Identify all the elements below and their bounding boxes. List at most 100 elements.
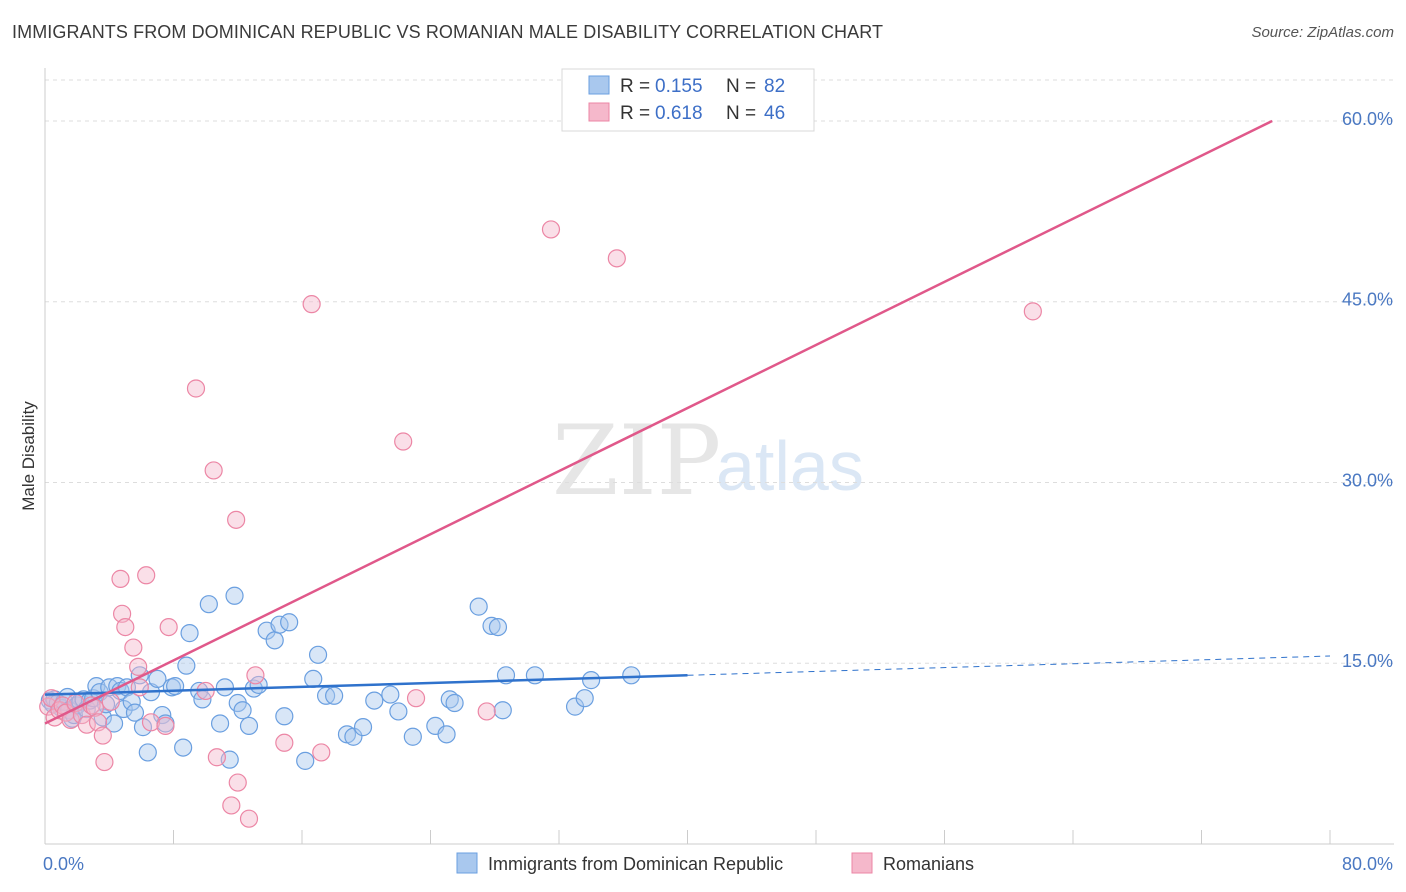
point-dominican: [125, 703, 145, 722]
trend-line-dominican-extension: [687, 655, 1331, 676]
legend-swatch-pink: [588, 102, 610, 122]
point-romanian: [93, 726, 112, 745]
legend-swatch-blue: [588, 75, 610, 95]
point-dominican: [344, 727, 363, 746]
point-romanian: [204, 461, 223, 480]
point-romanian: [111, 569, 130, 588]
point-dominican: [104, 714, 124, 733]
point-romanian: [159, 617, 178, 637]
legend-n-value-2: 46: [764, 103, 785, 124]
point-dominican: [622, 666, 641, 685]
point-dominican: [353, 718, 373, 737]
point-romanian: [246, 666, 265, 685]
watermark-atlas: atlas: [716, 427, 864, 505]
point-romanian: [186, 379, 206, 398]
x-tick-label: 80.0%: [1342, 854, 1393, 874]
point-romanian: [124, 638, 143, 657]
point-romanian: [77, 715, 96, 734]
legend-r-value-1: 0.155: [655, 76, 703, 97]
chart-title: IMMIGRANTS FROM DOMINICAN REPUBLIC VS RO…: [12, 22, 884, 42]
x-tick-labels: 0.0% 80.0%: [43, 854, 1393, 874]
point-romanian: [101, 692, 120, 711]
y-axis-label: Male Disability: [19, 401, 38, 511]
point-romanian: [275, 733, 294, 752]
point-dominican: [174, 738, 193, 757]
point-romanian: [141, 713, 161, 732]
point-dominican: [493, 701, 512, 720]
point-dominican: [469, 597, 488, 616]
bottom-legend-label-1: Immigrants from Dominican Republic: [488, 854, 783, 874]
point-dominican: [437, 725, 456, 744]
bottom-legend-swatch-pink: [851, 852, 873, 874]
point-romanian: [95, 752, 114, 772]
point-romanian: [137, 566, 156, 585]
point-dominican: [445, 693, 464, 713]
point-romanian: [129, 657, 148, 676]
point-romanian: [130, 678, 149, 697]
point-dominican: [575, 689, 594, 708]
point-romanian: [207, 748, 226, 767]
point-romanian: [312, 743, 331, 762]
y-tick-labels: 15.0% 30.0% 45.0% 60.0%: [1342, 109, 1393, 671]
trend-line-dominican: [44, 674, 688, 696]
point-dominican: [389, 702, 408, 721]
point-romanian: [227, 510, 246, 529]
point-dominican: [275, 707, 294, 726]
point-dominican: [365, 691, 384, 710]
point-dominican: [482, 616, 501, 635]
point-dominican: [280, 613, 299, 632]
point-romanian: [156, 716, 175, 736]
y-tick-label: 15.0%: [1342, 651, 1393, 671]
point-dominican: [210, 714, 230, 733]
legend-n-value-1: 82: [764, 76, 785, 97]
point-dominican: [265, 631, 284, 650]
trend-lines: [44, 119, 1331, 725]
bottom-legend-swatch-blue: [456, 852, 478, 874]
point-romanian: [1023, 302, 1042, 321]
x-tick-label: 0.0%: [43, 854, 84, 874]
bottom-legend-label-2: Romanians: [883, 854, 974, 874]
point-romanian: [228, 773, 247, 792]
point-dominican: [180, 624, 199, 643]
point-romanian: [477, 702, 496, 721]
point-romanian: [222, 796, 241, 815]
point-dominican: [308, 645, 328, 664]
legend-r-value-2: 0.618: [655, 103, 703, 124]
data-points: [39, 220, 1042, 828]
point-romanian: [239, 809, 259, 828]
point-romanian: [406, 689, 426, 708]
trend-line-romanian: [44, 119, 1273, 725]
point-dominican: [325, 686, 344, 705]
legend-n-label-1: N =: [726, 76, 756, 97]
point-dominican: [177, 656, 196, 675]
y-tick-label: 30.0%: [1342, 470, 1393, 490]
point-dominican: [233, 701, 252, 720]
point-dominican: [148, 669, 167, 689]
top-legend: R = 0.155 N = 82 R = 0.618 N = 46: [561, 68, 815, 132]
legend-n-label-2: N =: [726, 103, 756, 124]
point-romanian: [302, 295, 321, 314]
point-romanian: [541, 220, 561, 239]
point-romanian: [394, 432, 413, 451]
point-dominican: [225, 586, 244, 605]
point-dominican: [138, 743, 157, 762]
source-label: Source: ZipAtlas.com: [1251, 24, 1394, 41]
point-dominican: [296, 751, 315, 770]
point-dominican: [199, 595, 218, 614]
point-romanian: [116, 617, 135, 637]
point-dominican: [488, 617, 508, 637]
point-dominican: [215, 678, 234, 697]
y-tick-label: 60.0%: [1342, 109, 1393, 129]
bottom-legend: Immigrants from Dominican Republic Roman…: [456, 852, 974, 874]
point-dominican: [239, 716, 259, 736]
point-dominican: [582, 671, 601, 690]
gridlines: [45, 79, 1394, 664]
legend-r-label-1: R =: [620, 76, 650, 97]
point-dominican: [403, 727, 422, 746]
point-romanian: [607, 249, 626, 268]
y-tick-label: 45.0%: [1342, 290, 1393, 310]
legend-r-label-2: R =: [620, 103, 650, 124]
point-dominican: [122, 692, 141, 711]
point-dominican: [381, 685, 400, 704]
